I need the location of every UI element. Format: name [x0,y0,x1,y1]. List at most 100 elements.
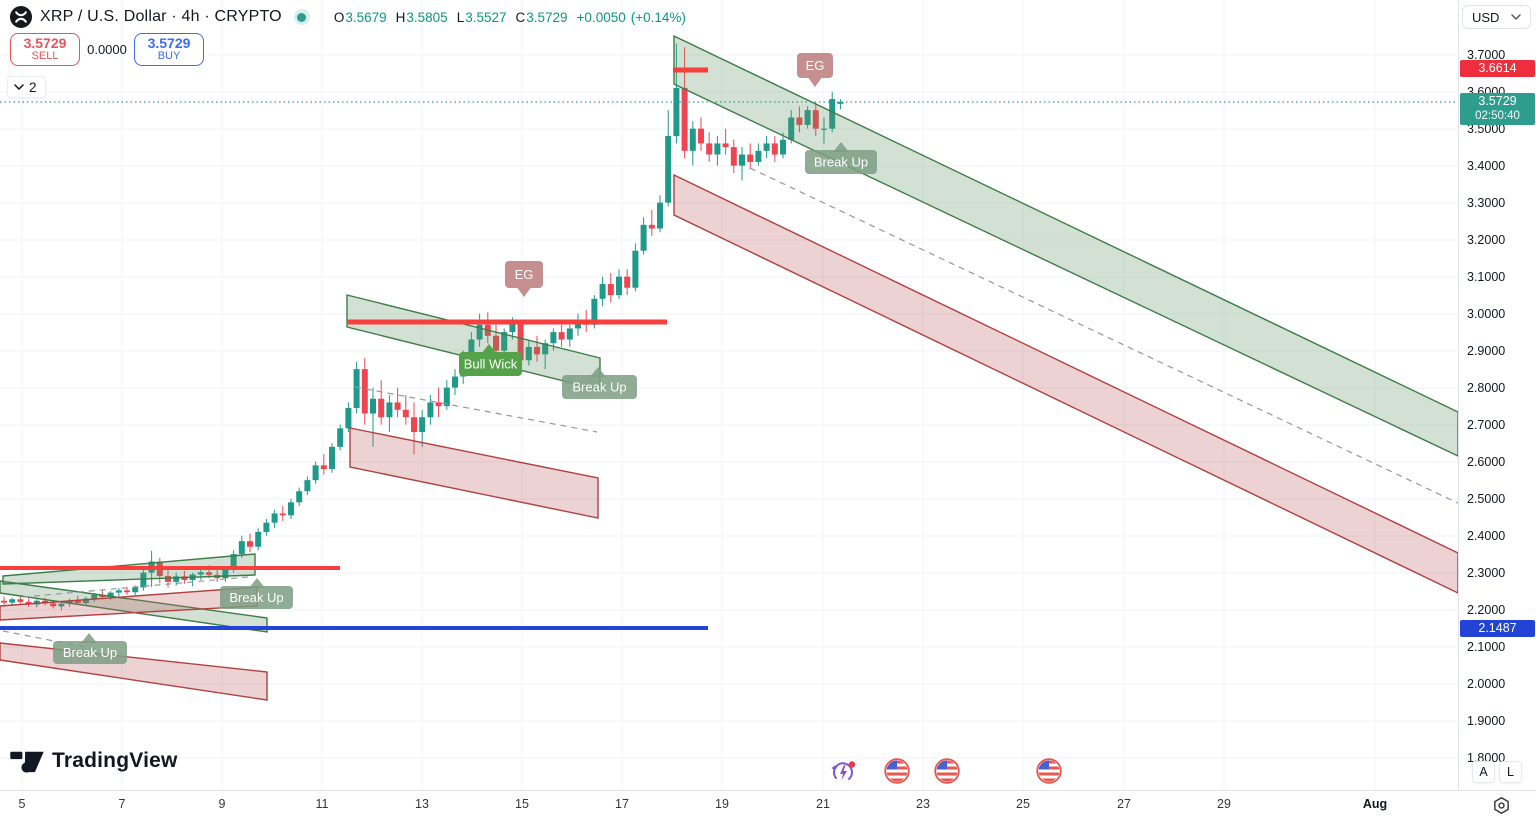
time-tick-label: Aug [1362,797,1388,811]
annotation-label-break-up[interactable]: Break Up [805,142,877,174]
svg-text:EG: EG [515,267,534,282]
low-value: 3.5527 [465,9,507,25]
svg-text:Break Up: Break Up [229,590,283,605]
red-trend-channel[interactable] [673,173,1458,594]
time-tick-label: 7 [118,797,126,811]
candlestick-chart[interactable]: EG EG Break Up Break Up Break Up Break Up Bull… [0,0,1458,790]
market-status-icon[interactable] [293,9,310,25]
svg-text:Break Up: Break Up [572,380,626,395]
annotation-label-eg[interactable]: EG [505,261,543,297]
time-axis[interactable]: 5 7 9 11 13 15 17 19 21 23 25 27 29 Aug [0,790,1536,818]
gear-icon [1493,796,1509,814]
price-tick-label: 2.3000 [1467,566,1506,580]
price-tag: 3.5729 02:50:40 [1460,93,1535,126]
trade-panel: 3.5729 SELL 0.0000 3.5729 BUY [10,33,204,66]
price-tick-label: 3.5000 [1467,122,1506,136]
change-value: +0.0050 [576,9,626,25]
price-tag: 3.6614 [1460,60,1535,78]
us-flag-icon[interactable] [934,758,960,789]
price-tag: 2.1487 [1460,619,1535,637]
high-value: 3.5805 [406,9,448,25]
svg-text:Bull Wick: Bull Wick [464,357,518,372]
xrp-logo-icon[interactable] [10,6,32,28]
open-value: 3.5679 [345,9,387,25]
annotation-label-break-up[interactable]: Break Up [562,367,637,399]
svg-text:Break Up: Break Up [63,645,117,660]
red-trend-channel[interactable] [0,642,268,701]
price-tick-label: 2.6000 [1467,455,1506,469]
axis-settings-button[interactable] [1490,794,1512,816]
time-tick-label: 21 [816,797,830,811]
price-tick-label: 3.7000 [1467,48,1506,62]
close-label: C [515,9,526,25]
buy-price: 3.5729 [147,35,191,52]
tradingview-watermark[interactable]: TradingView [10,748,178,774]
sell-label: SELL [31,50,59,63]
price-tick-label: 2.9000 [1467,344,1506,358]
sell-price: 3.5729 [23,35,67,52]
time-tick-label: 9 [218,797,226,811]
time-tick-label: 23 [916,797,930,811]
annotation-label-eg[interactable]: EG [797,53,833,87]
open-label: O [333,9,345,25]
time-tick-label: 17 [615,797,629,811]
trend-channels[interactable] [0,34,1458,701]
change-percent: (+0.14%) [630,9,686,25]
price-tick-label: 3.2000 [1467,233,1506,247]
tradingview-logo-icon [10,751,44,773]
annotation-label-bull-wick[interactable]: Bull Wick [459,344,522,376]
buy-button[interactable]: 3.5729 BUY [134,33,204,66]
red-trend-channel[interactable] [349,427,599,519]
green-trend-channel[interactable] [0,580,268,633]
symbol-title[interactable]: XRP / U.S. Dollar · 4h · CRYPTO [40,8,282,25]
chevron-down-icon [14,84,24,90]
time-tick-label: 29 [1217,797,1231,811]
price-tick-label: 3.4000 [1467,159,1506,173]
us-flag-icon[interactable] [1036,758,1062,789]
time-tick-label: 5 [18,797,26,811]
price-tick-label: 3.0000 [1467,307,1506,321]
log-scale-button[interactable]: L [1499,761,1522,783]
horizontal-price-lines[interactable] [0,67,708,630]
sell-button[interactable]: 3.5729 SELL [10,33,80,66]
symbol-header: XRP / U.S. Dollar · 4h · CRYPTO O 3.5679 … [10,4,686,30]
price-tick-label: 2.7000 [1467,418,1506,432]
price-tick-label: 2.2000 [1467,603,1506,617]
price-tick-label: 2.4000 [1467,529,1506,543]
price-axis[interactable]: 3.7000 3.6000 3.5000 3.4000 3.3000 3.2000 3.10… [1458,0,1536,790]
svg-text:EG: EG [806,58,825,73]
axis-mode-buttons: A L [1472,761,1522,783]
price-tick-label: 2.8000 [1467,381,1506,395]
close-value: 3.5729 [526,9,568,25]
annotation-labels[interactable]: EG EG Break Up Break Up Break Up Break Up Bull… [53,53,877,664]
chevron-down-icon [1511,14,1521,20]
currency-label: USD [1472,9,1500,25]
flash-icon[interactable] [829,758,857,791]
high-label: H [395,9,406,25]
annotation-label-break-up[interactable]: Break Up [53,633,127,664]
price-tick-label: 2.5000 [1467,492,1506,506]
grid-lines [0,0,1458,790]
tradingview-wordmark: TradingView [52,749,178,772]
low-label: L [456,9,465,25]
time-tick-label: 27 [1117,797,1131,811]
price-tick-label: 2.0000 [1467,677,1506,691]
event-markers-row [0,758,1458,788]
price-tick-label: 3.3000 [1467,196,1506,210]
annotation-label-break-up[interactable]: Break Up [220,578,293,609]
us-flag-icon[interactable] [884,758,910,789]
buy-label: BUY [157,50,181,63]
ohlc-values: O 3.5679 H 3.5805 L 3.5527 C 3.5729 +0.0050(… [334,10,686,25]
time-tick-label: 19 [715,797,729,811]
auto-scale-button[interactable]: A [1472,761,1495,783]
price-tick-label: 3.1000 [1467,270,1506,284]
time-tick-label: 15 [515,797,529,811]
candles-series[interactable] [1,43,844,611]
svg-text:Break Up: Break Up [814,155,868,170]
price-tick-label: 1.9000 [1467,714,1506,728]
candle-count-value: 2 [29,79,37,95]
currency-dropdown[interactable]: USD [1462,5,1531,29]
candles-count-dropdown[interactable]: 2 [7,76,46,98]
price-tick-label: 2.1000 [1467,640,1506,654]
